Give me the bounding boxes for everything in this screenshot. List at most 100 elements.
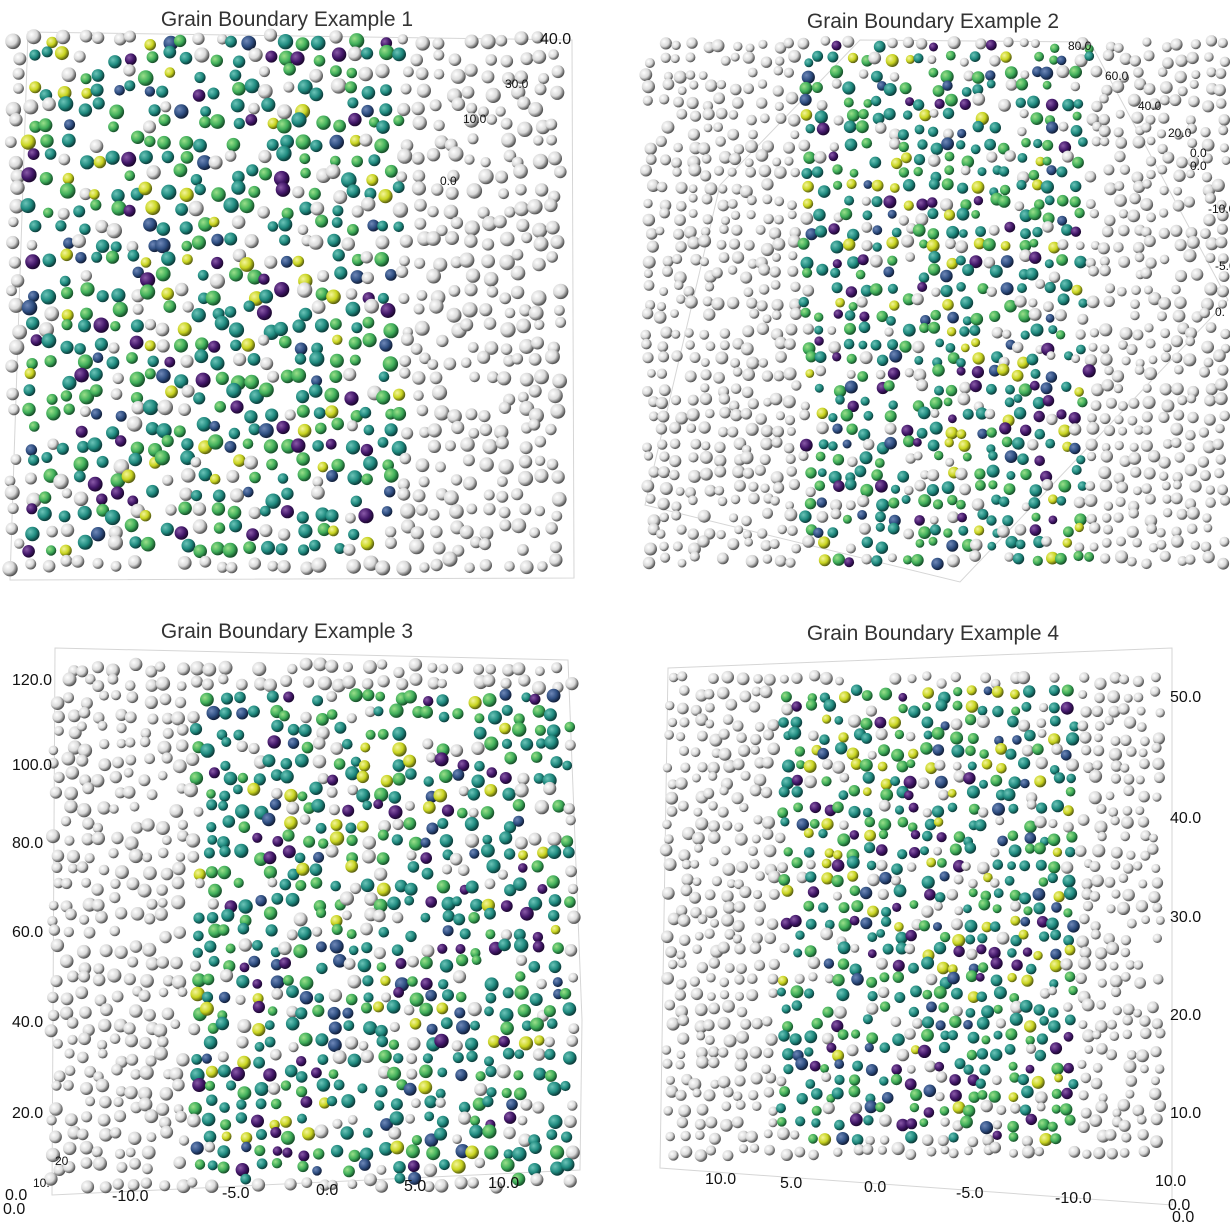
atom — [815, 384, 824, 393]
atom — [127, 416, 143, 432]
atom — [278, 528, 290, 540]
atom — [49, 924, 60, 935]
atom — [568, 1023, 579, 1034]
atom — [245, 79, 260, 94]
atom — [1058, 480, 1071, 493]
atom — [1082, 1150, 1091, 1159]
atom — [1171, 438, 1182, 449]
atom — [1074, 542, 1084, 552]
atom — [162, 435, 174, 447]
atom — [716, 530, 725, 539]
atom — [1139, 758, 1150, 769]
atom — [705, 906, 717, 918]
atom — [344, 958, 356, 970]
atom — [1046, 371, 1057, 382]
atom — [1009, 1092, 1019, 1102]
atom — [191, 676, 203, 688]
atom — [472, 955, 482, 965]
atom — [772, 437, 783, 448]
atom — [1161, 399, 1174, 412]
atom — [309, 188, 321, 200]
atom — [145, 368, 156, 379]
atom — [1151, 1076, 1160, 1085]
atom — [455, 1176, 468, 1189]
atom — [1082, 998, 1095, 1011]
atom — [478, 410, 490, 422]
atom — [990, 921, 1001, 932]
atom — [763, 729, 774, 740]
atom — [1027, 439, 1038, 450]
atom — [484, 1145, 498, 1159]
atom — [1119, 1120, 1131, 1132]
atom — [986, 40, 997, 51]
atom — [990, 848, 999, 857]
atom — [641, 480, 654, 493]
atom — [244, 456, 258, 470]
atom — [1046, 314, 1055, 323]
atom — [412, 371, 426, 385]
atom — [498, 870, 508, 880]
atom — [1217, 224, 1228, 235]
atom — [341, 237, 355, 251]
atom — [1001, 255, 1014, 268]
atom — [311, 877, 323, 889]
atom — [479, 457, 494, 472]
atom — [140, 510, 151, 521]
atom — [835, 395, 845, 405]
atom — [641, 339, 652, 350]
atom — [258, 274, 269, 285]
atom — [479, 538, 491, 550]
atom — [876, 370, 886, 380]
atom — [768, 1118, 777, 1127]
atom — [1124, 774, 1135, 785]
tick-label: 10.0 — [1170, 1105, 1201, 1122]
atom — [130, 1069, 141, 1080]
atom — [654, 311, 667, 324]
atom — [439, 712, 450, 723]
atom — [1063, 526, 1074, 537]
atom — [67, 971, 79, 983]
atom — [685, 370, 697, 382]
atom — [735, 1048, 747, 1060]
atom — [754, 960, 765, 971]
atom — [26, 29, 41, 44]
atom — [968, 1032, 980, 1044]
atom — [261, 98, 275, 112]
atom — [435, 752, 449, 766]
atom — [1220, 57, 1230, 67]
atom — [51, 862, 62, 873]
atom — [746, 423, 759, 436]
atom — [773, 85, 784, 96]
atom — [1077, 721, 1088, 732]
atom — [156, 86, 168, 98]
atom — [700, 393, 712, 405]
atom — [897, 761, 909, 773]
atom — [769, 227, 781, 239]
atom — [91, 252, 102, 263]
atom — [359, 1041, 369, 1051]
atom — [882, 1092, 894, 1104]
atom — [1052, 1105, 1061, 1114]
atom — [990, 1049, 1002, 1061]
atom — [1042, 221, 1054, 233]
atom — [331, 819, 343, 831]
atom — [845, 381, 858, 394]
atom — [1048, 494, 1058, 504]
atom — [842, 36, 854, 48]
atom — [197, 417, 212, 432]
atom — [364, 299, 379, 314]
atom — [1151, 1113, 1163, 1125]
atom — [423, 1053, 433, 1063]
atom — [1107, 690, 1120, 703]
atom — [361, 474, 373, 486]
atom — [723, 901, 736, 914]
atom — [1032, 227, 1042, 237]
atom — [682, 860, 692, 870]
atom — [130, 372, 145, 387]
atom — [1026, 1044, 1036, 1054]
atom — [702, 154, 712, 164]
atom — [1078, 1121, 1090, 1133]
atom — [567, 1100, 577, 1110]
atom — [1200, 127, 1210, 137]
atom — [147, 51, 159, 63]
